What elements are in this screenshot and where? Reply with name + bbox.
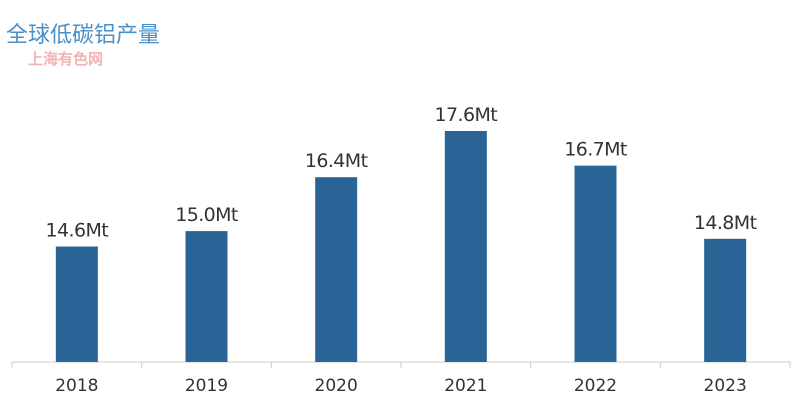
data-label-2023: 14.8Mt: [694, 212, 757, 234]
bars: [55, 131, 747, 362]
x-tick-label-2018: 2018: [55, 376, 98, 396]
x-tick-label-2020: 2020: [315, 376, 358, 396]
bar-2019: [185, 231, 228, 362]
data-label-2020: 16.4Mt: [305, 150, 368, 172]
chart-title: 全球低碳铝产量: [6, 23, 160, 48]
bar-2018: [55, 246, 98, 362]
bar-2022: [574, 165, 617, 362]
x-tick-label-2023: 2023: [704, 376, 747, 396]
x-tick-label-2019: 2019: [185, 376, 228, 396]
x-tick-label-2021: 2021: [444, 376, 487, 396]
data-label-2018: 14.6Mt: [46, 220, 109, 242]
watermark: 上海有色网: [28, 50, 103, 68]
data-label-2019: 15.0Mt: [175, 204, 238, 226]
x-tick-labels: 2018 2019 2020 2021 2022 2023: [55, 376, 747, 396]
bar-2021: [444, 131, 487, 362]
data-label-2021: 17.6Mt: [435, 104, 498, 126]
x-tick-label-2022: 2022: [574, 376, 617, 396]
bar-2020: [315, 177, 358, 362]
x-axis: [11, 361, 791, 368]
bar-2023: [704, 238, 747, 362]
data-label-2022: 16.7Mt: [564, 139, 627, 161]
data-labels: 14.6Mt 15.0Mt 16.4Mt 17.6Mt 16.7Mt 14.8Mt: [46, 104, 758, 242]
